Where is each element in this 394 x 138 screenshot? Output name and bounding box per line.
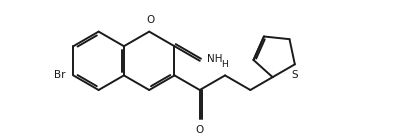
Text: H: H <box>221 60 229 69</box>
Text: S: S <box>292 71 298 80</box>
Text: Br: Br <box>54 70 66 80</box>
Text: O: O <box>196 125 204 135</box>
Text: NH: NH <box>207 54 223 64</box>
Text: O: O <box>146 15 154 25</box>
